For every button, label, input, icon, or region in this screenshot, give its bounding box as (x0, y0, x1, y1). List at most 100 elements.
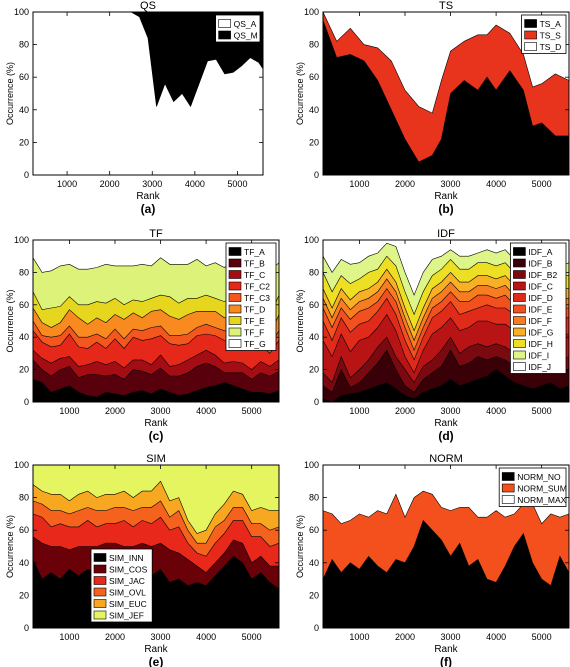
area-sim_jef (33, 465, 279, 534)
y-axis-label: Occurrence (%) (295, 515, 305, 578)
legend: TS_A TS_STS_D (521, 14, 567, 54)
legend-swatch (513, 258, 526, 268)
legend-swatch (218, 30, 231, 40)
y-tick-label: 40 (309, 558, 319, 568)
legend-entry: NORM_NO (517, 472, 561, 482)
chart-panel-sim: 1000 2000 3000 4000 5000 0 20 40 60 80 100 SIM Rank O… (5, 453, 280, 667)
legend-entry: IDF_F (528, 316, 552, 326)
area-qs_a (33, 12, 263, 175)
chart-panel-norm: 1000 2000 3000 4000 5000 0 20 40 60 80 100 NORM Rank… (295, 453, 570, 667)
x-tick-label: 5000 (242, 406, 262, 416)
legend-entry: SIM_COS (109, 565, 148, 575)
legend-entry: TF_F (244, 328, 264, 338)
x-axis-label: Rank (136, 191, 160, 202)
legend-entry: TF_B (244, 259, 265, 269)
legend-swatch (228, 327, 242, 337)
x-tick-label: 5000 (532, 632, 552, 642)
area-idf_g (323, 269, 569, 341)
legend-swatch (513, 327, 526, 337)
chart-panel-idf: 1000 2000 3000 4000 5000 0 20 40 60 80 100 IDF Rank O… (295, 228, 570, 443)
x-tick-label: 3000 (142, 179, 162, 189)
x-tick-label: 3000 (441, 406, 461, 416)
legend-swatch (228, 247, 242, 256)
y-tick-label: 80 (309, 267, 319, 277)
y-tick-label: 60 (19, 72, 29, 82)
y-tick-label: 20 (19, 365, 29, 375)
y-tick-label: 0 (24, 170, 29, 180)
x-tick-label: 3000 (151, 632, 171, 642)
legend-swatch (93, 564, 107, 574)
x-tick-label: 2000 (395, 179, 415, 189)
area-idf_a (323, 369, 569, 402)
legend-entry: TF_A (244, 247, 265, 257)
legend-entry: IDF_J (528, 362, 551, 372)
legend-entry: SIM_EUC (109, 599, 147, 609)
x-tick-label: 3000 (441, 179, 461, 189)
x-tick-label: 5000 (532, 406, 552, 416)
y-tick-label: 60 (309, 72, 319, 82)
panel-label: (c) (149, 429, 164, 443)
y-tick-label: 40 (19, 332, 29, 342)
y-tick-label: 40 (19, 105, 29, 115)
legend-entry: IDF_C (528, 282, 553, 292)
chart-title: NORM (429, 453, 463, 465)
legend-entry: SIM_INN (109, 553, 143, 563)
axes-frame (322, 11, 570, 176)
area-idf_b2 (323, 337, 569, 393)
area-ts_s (323, 12, 569, 162)
y-tick-label: 0 (24, 397, 29, 407)
legend-swatch (513, 350, 526, 360)
legend-swatch (93, 576, 107, 585)
area-tf_c2 (33, 330, 279, 370)
x-tick-label: 2000 (395, 632, 415, 642)
legend-swatch (524, 42, 537, 51)
boundary-sim_ovl (32, 500, 280, 544)
legend-swatch (524, 30, 537, 40)
area-idf_i (323, 243, 569, 315)
boundary-norm_no (322, 519, 570, 587)
area-idf_f (323, 278, 569, 351)
legend-entry: TF_D (244, 305, 265, 315)
y-tick-label: 0 (314, 397, 319, 407)
legend-entry: IDF_G (528, 328, 553, 338)
area-idf_d (323, 298, 569, 373)
area-tf_e (33, 291, 279, 336)
legend-swatch (513, 304, 526, 314)
y-tick-label: 100 (14, 7, 29, 17)
x-tick-label: 5000 (242, 632, 262, 642)
x-axis-label: Rank (434, 418, 458, 429)
legend-swatch (513, 281, 526, 291)
panel-label: (f) (440, 655, 452, 667)
area-idf_b (323, 350, 569, 402)
y-tick-label: 20 (309, 590, 319, 600)
area-sim_euc (33, 481, 279, 544)
legend-swatch (513, 362, 526, 371)
x-tick-label: 4000 (486, 406, 506, 416)
legend-swatch (228, 339, 242, 348)
y-tick-label: 100 (304, 460, 319, 470)
y-tick-label: 0 (314, 623, 319, 633)
area-tf_a (33, 379, 279, 402)
area-norm_sum (323, 491, 569, 586)
boundary-ts_a (322, 20, 569, 163)
legend-entry: TF_E (244, 316, 265, 326)
legend-entry: IDF_E (528, 305, 552, 315)
area-qs_m (33, 12, 263, 107)
legend-entry: IDF_B (528, 259, 552, 269)
chart-title: TS (439, 0, 453, 12)
x-tick-label: 4000 (486, 632, 506, 642)
area-tf_c (33, 350, 279, 380)
legend-swatch (228, 316, 242, 325)
boundary-idf_a (322, 369, 570, 403)
legend-swatch (228, 281, 242, 291)
boundary-sim_inn (32, 555, 280, 590)
y-tick-label: 100 (304, 235, 319, 245)
legend-swatch (501, 495, 515, 504)
legend: QS_A QS_M (215, 14, 261, 43)
area-idf_c (323, 314, 569, 383)
legend-swatch (218, 19, 231, 28)
chart-title: IDF (437, 228, 455, 240)
